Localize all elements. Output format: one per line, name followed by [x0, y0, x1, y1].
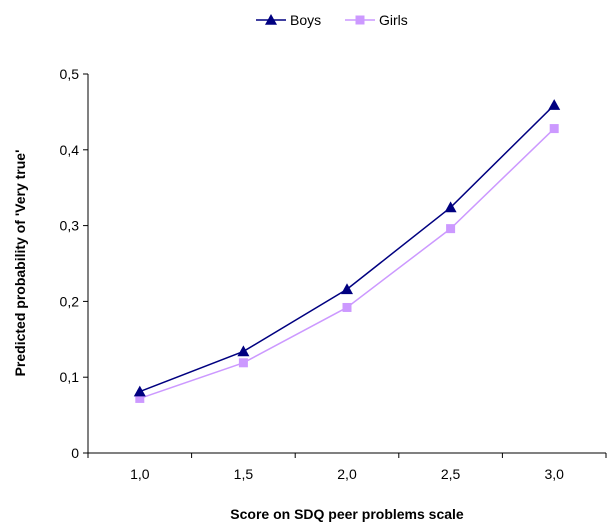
data-point-girls — [549, 124, 559, 134]
x-tick-label: 1,0 — [130, 466, 150, 482]
data-point-girls — [135, 393, 145, 403]
data-point-boys — [341, 283, 353, 295]
data-point-girls — [342, 302, 352, 312]
legend-marker-boys — [265, 14, 277, 25]
y-tick-label: 0,3 — [60, 218, 80, 234]
y-tick-label: 0,5 — [60, 66, 80, 82]
data-point-boys — [444, 201, 457, 213]
data-point-boys — [133, 385, 146, 397]
y-tick-label: 0,4 — [60, 142, 80, 158]
y-axis-title: Predicted probability of 'Very true' — [12, 150, 28, 377]
data-point-boys — [237, 345, 250, 357]
series-line-boys — [139, 104, 555, 393]
x-tick-label: 3,0 — [544, 466, 564, 482]
x-tick-label: 1,5 — [234, 466, 254, 482]
y-tick-label: 0,2 — [60, 293, 80, 309]
y-tick-label: 0,1 — [60, 369, 80, 385]
data-point-boys — [548, 99, 561, 110]
legend: Boys Girls — [256, 12, 408, 28]
x-tick-label: 2,5 — [441, 466, 461, 482]
series-layer — [133, 99, 561, 403]
y-tick-label: 0 — [71, 445, 79, 461]
data-point-girls — [238, 358, 248, 368]
x-tick-label: 2,0 — [337, 466, 357, 482]
x-axis-title: Score on SDQ peer problems scale — [230, 506, 464, 522]
axes: 0 0,1 0,2 0,3 0,4 0,5 1,0 1,5 2,0 2,5 3,0 — [60, 66, 607, 482]
legend-label-boys: Boys — [290, 12, 321, 28]
legend-label-girls: Girls — [379, 12, 408, 28]
data-point-girls — [446, 224, 456, 234]
legend-marker-girls — [355, 15, 365, 25]
series-line-girls — [139, 128, 555, 400]
